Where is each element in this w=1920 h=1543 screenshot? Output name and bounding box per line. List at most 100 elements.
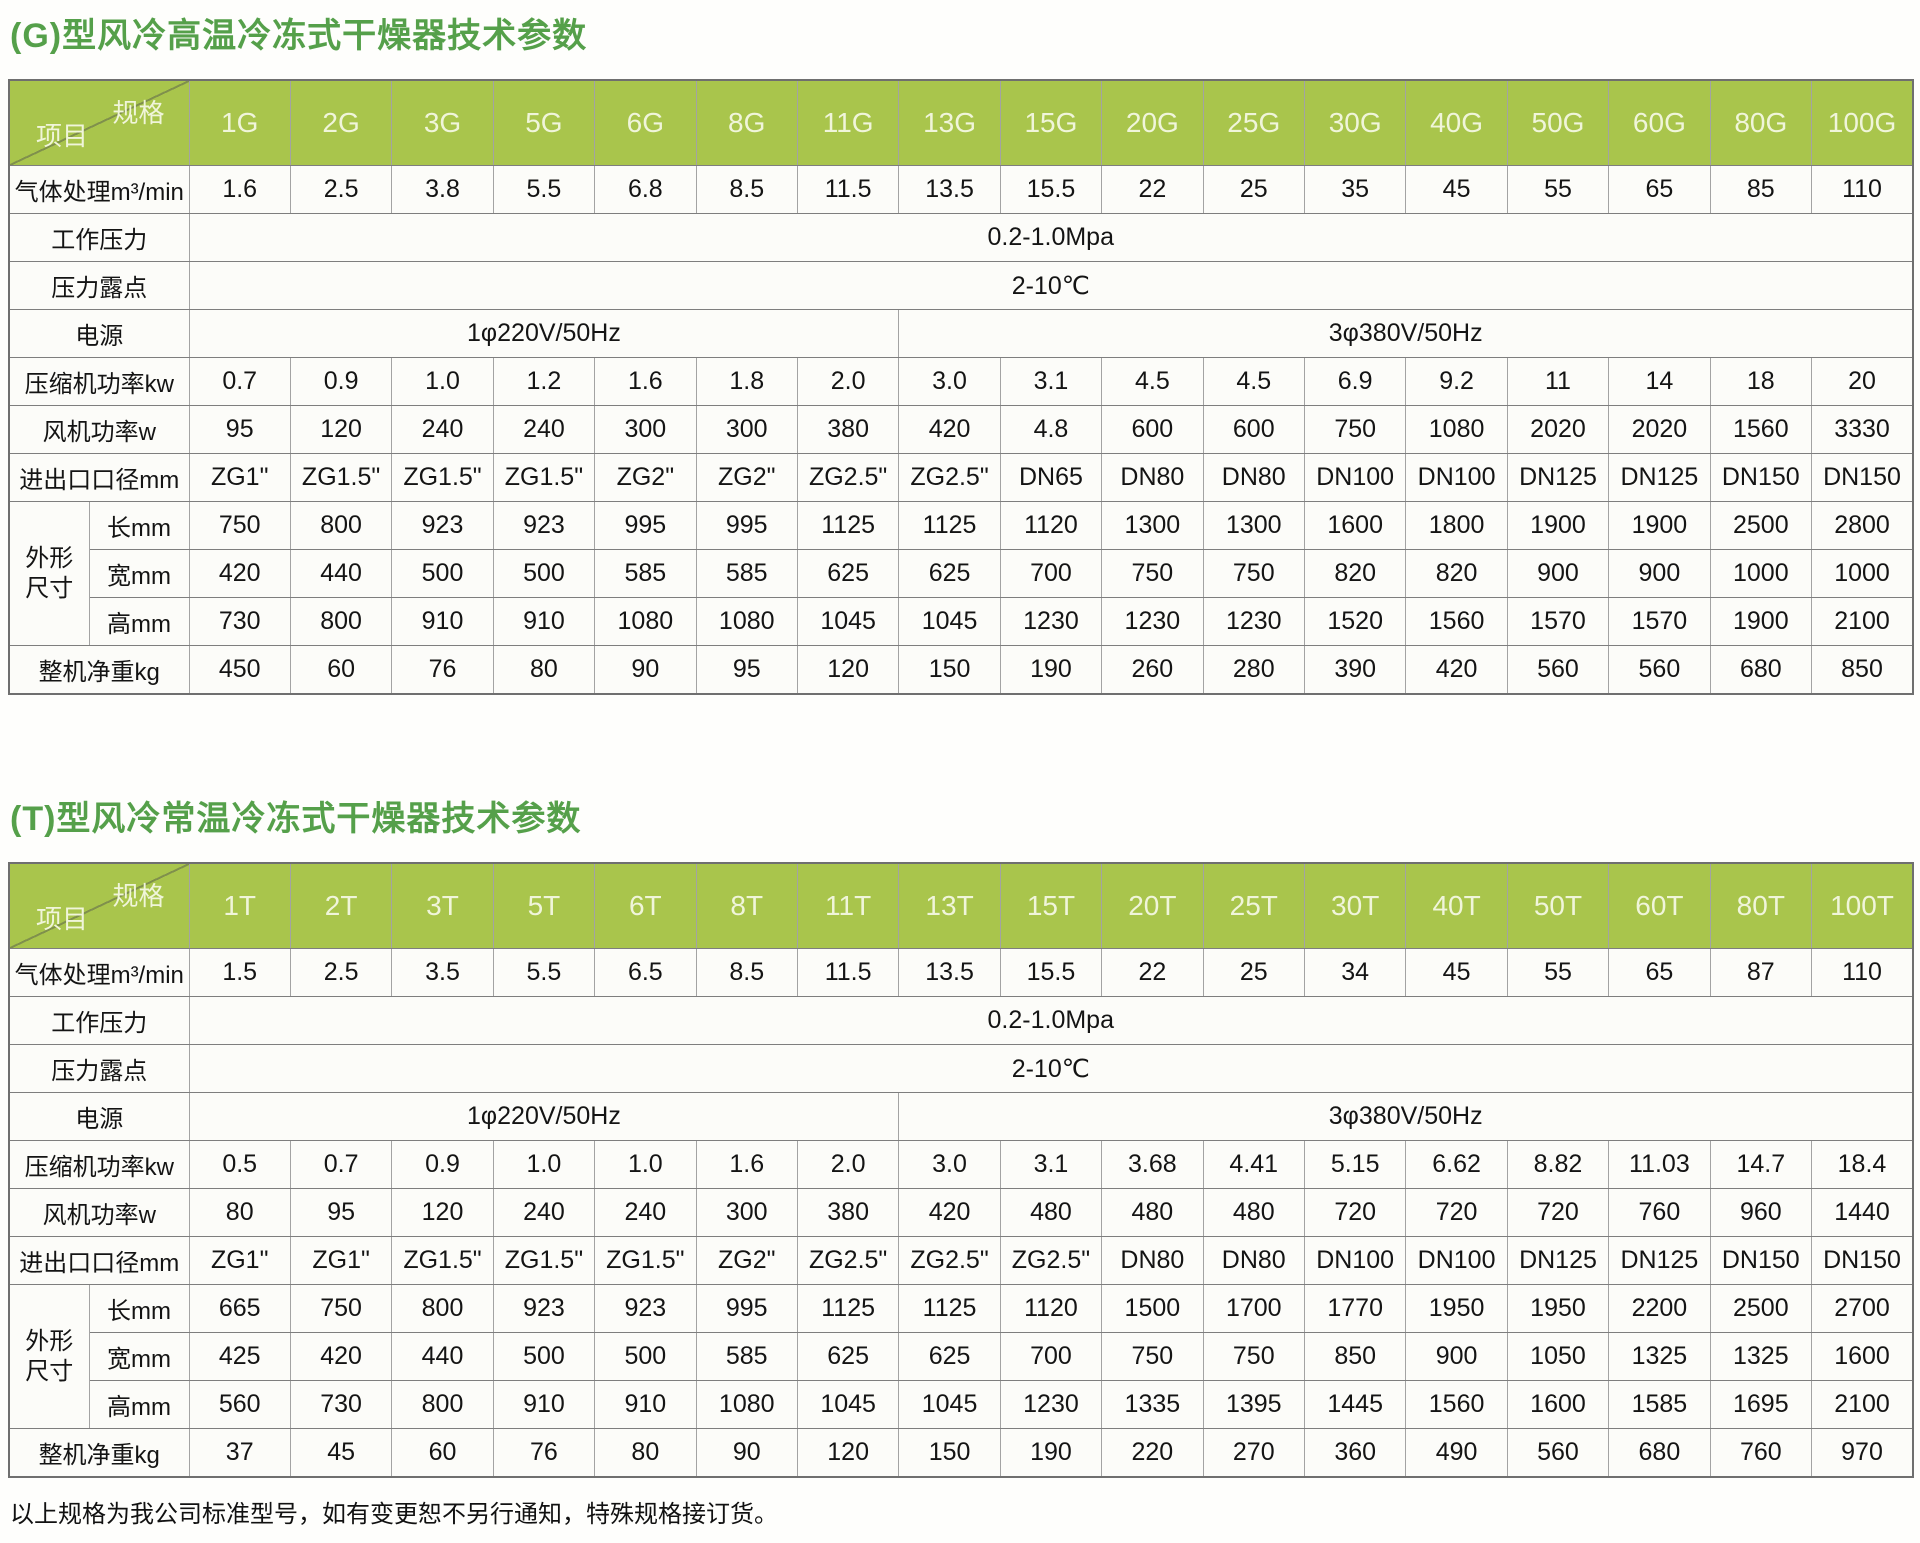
- value-cell: 420: [898, 405, 1001, 455]
- value-cell: 3.8: [391, 165, 494, 215]
- row-label: 电源: [8, 309, 190, 359]
- value-cell: 87: [1709, 948, 1813, 998]
- value-cell: 585: [695, 549, 798, 599]
- value-cell: 560: [1608, 645, 1711, 695]
- value-cell: DN100: [1405, 1236, 1508, 1286]
- value-cell: ZG1.5": [391, 1236, 494, 1286]
- row-label: 压缩机功率kw: [8, 1140, 190, 1190]
- value-cell: 1395: [1202, 1380, 1305, 1430]
- value-cell: 37: [188, 1428, 291, 1478]
- model-header-13T: 13T: [898, 862, 1001, 950]
- value-cell: 1230: [1101, 597, 1204, 647]
- table-row: 高mm 560 730 800 910 910 1080 1045 1045 1230 1335 13…: [9, 1380, 1914, 1430]
- value-cell: 5.5: [492, 948, 596, 998]
- model-header-2T: 2T: [289, 862, 393, 950]
- value-cell: 11: [1506, 357, 1610, 407]
- value-cell: 8.5: [695, 948, 798, 998]
- value-cell: 560: [188, 1380, 291, 1430]
- model-header-row: 规格 项目 1T 2T 3T 5T 6T 8T 11T 13T 15T 20T 25T 30T 40T 50T…: [8, 862, 1914, 950]
- value-cell: 1080: [594, 597, 697, 647]
- value-cell: 625: [796, 549, 900, 599]
- value-cell: 11.5: [796, 948, 900, 998]
- value-cell: 1045: [898, 1380, 1001, 1430]
- table-row: 气体处理m³/min 1.6 2.5 3.8 5.5 6.8 8.5 11.5 13.5 15.5…: [8, 165, 1914, 215]
- value-cell: 750: [1202, 1332, 1305, 1382]
- value-cell: 850: [1811, 645, 1914, 695]
- value-cell: 490: [1405, 1428, 1508, 1478]
- value-cell: 2.0: [796, 1140, 900, 1190]
- value-cell: 240: [391, 405, 494, 455]
- value-cell: 2100: [1811, 1380, 1914, 1430]
- value-cell: 480: [999, 1188, 1103, 1238]
- value-cell: 1600: [1303, 501, 1407, 551]
- model-header-1T: 1T: [188, 862, 291, 950]
- value-cell: 15.5: [999, 165, 1103, 215]
- model-header-5G: 5G: [492, 79, 596, 167]
- value-cell: 3.0: [898, 357, 1001, 407]
- value-cell: 1570: [1506, 597, 1610, 647]
- value-cell: 35: [1303, 165, 1407, 215]
- value-cell: 1335: [1101, 1380, 1204, 1430]
- value-cell: 1045: [796, 597, 900, 647]
- value-cell: 1300: [1202, 501, 1305, 551]
- row-label-group: 外形尺寸: [8, 1284, 90, 1430]
- value-cell: DN80: [1202, 453, 1305, 503]
- value-cell: 3.1: [999, 357, 1103, 407]
- value-cell: ZG2.5": [796, 453, 900, 503]
- value-cell: 55: [1506, 948, 1610, 998]
- value-cell: 6.8: [594, 165, 697, 215]
- model-header-11G: 11G: [796, 79, 900, 167]
- row-label: 整机净重kg: [8, 645, 190, 695]
- value-cell: ZG2.5": [898, 1236, 1001, 1286]
- value-cell: 1585: [1608, 1380, 1711, 1430]
- table-row: 压缩机功率kw 0.5 0.7 0.9 1.0 1.0 1.6 2.0 3.0 3.1 3.68 4.…: [8, 1140, 1914, 1190]
- model-header-2G: 2G: [289, 79, 393, 167]
- value-cell: 150: [898, 645, 1001, 695]
- value-cell: 8.82: [1506, 1140, 1610, 1190]
- corner-cell: 规格 项目: [8, 862, 190, 950]
- table-t-title: (T)型风冷常温冷冻式干燥器技术参数: [10, 799, 582, 838]
- value-cell: 0.5: [188, 1140, 291, 1190]
- value-cell: 85: [1709, 165, 1813, 215]
- value-cell: 9.2: [1405, 357, 1508, 407]
- value-cell: 2800: [1811, 501, 1914, 551]
- value-cell: 45: [289, 1428, 393, 1478]
- value-cell: 300: [695, 405, 798, 455]
- merged-value-cell: 3φ380V/50Hz: [898, 1092, 1914, 1142]
- value-cell: 3.1: [999, 1140, 1103, 1190]
- value-cell: ZG1.5": [492, 453, 596, 503]
- row-label: 整机净重kg: [8, 1428, 190, 1478]
- model-header-3T: 3T: [391, 862, 494, 950]
- value-cell: 380: [796, 405, 900, 455]
- value-cell: 190: [999, 645, 1103, 695]
- table-g-title: (G)型风冷高温冷冻式干燥器技术参数: [10, 17, 588, 55]
- value-cell: DN100: [1303, 453, 1407, 503]
- value-cell: 1230: [1202, 597, 1305, 647]
- row-sublabel: 高mm: [88, 597, 190, 647]
- value-cell: 80: [594, 1428, 697, 1478]
- table-row: 工作压力 0.2-1.0Mpa: [8, 996, 1914, 1046]
- value-cell: 0.7: [289, 1140, 393, 1190]
- row-label: 进出口口径mm: [8, 1236, 190, 1286]
- value-cell: 1695: [1709, 1380, 1813, 1430]
- value-cell: 625: [898, 549, 1001, 599]
- table-row: 电源 1φ220V/50Hz 3φ380V/50Hz: [8, 1092, 1914, 1142]
- value-cell: 1570: [1608, 597, 1711, 647]
- model-header-6G: 6G: [594, 79, 697, 167]
- value-cell: 1120: [999, 1284, 1103, 1334]
- value-cell: 760: [1608, 1188, 1711, 1238]
- value-cell: 0.9: [391, 1140, 494, 1190]
- row-sublabel: 宽mm: [88, 549, 190, 599]
- model-header-30T: 30T: [1303, 862, 1407, 950]
- spec-table-g: 规格 项目 1G 2G 3G 5G 6G 8G 11G 13G 15G 20G 25G 30G 40G 50G…: [8, 78, 1914, 695]
- value-cell: 1230: [999, 1380, 1103, 1430]
- value-cell: 700: [999, 549, 1103, 599]
- table-row: 风机功率w 95 120 240 240 300 300 380 420 4.8 600 600 750…: [8, 405, 1914, 455]
- merged-value-cell: 2-10℃: [188, 261, 1914, 311]
- value-cell: 1950: [1405, 1284, 1508, 1334]
- value-cell: 1600: [1811, 1332, 1914, 1382]
- merged-value-cell: 2-10℃: [188, 1044, 1914, 1094]
- value-cell: 1125: [898, 501, 1001, 551]
- value-cell: 1125: [898, 1284, 1001, 1334]
- value-cell: 420: [289, 1332, 393, 1382]
